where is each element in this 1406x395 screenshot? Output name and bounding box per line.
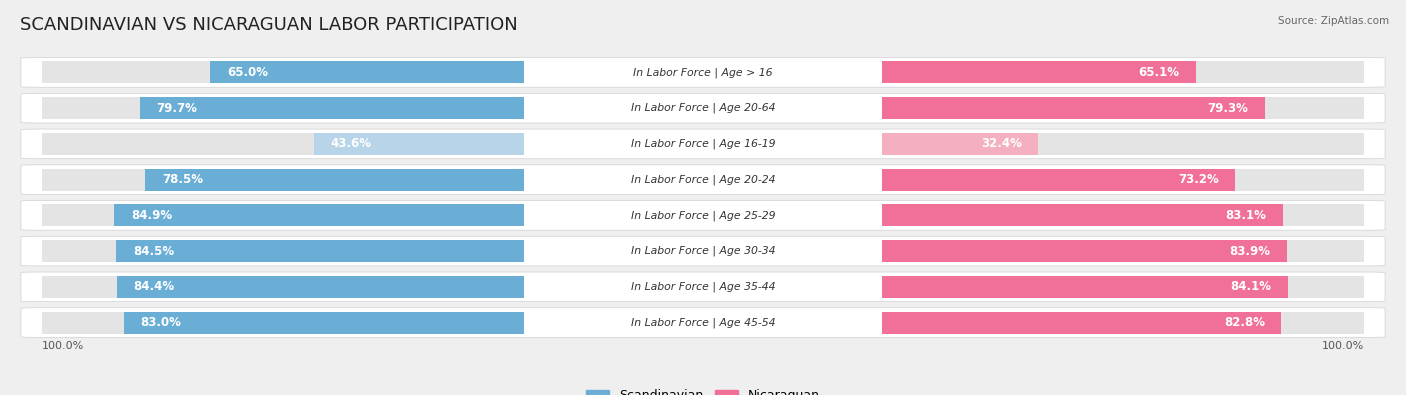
Bar	[882, 169, 1364, 191]
Text: 84.1%: 84.1%	[1230, 280, 1271, 293]
Bar	[882, 276, 1364, 298]
Text: In Labor Force | Age 20-64: In Labor Force | Age 20-64	[631, 103, 775, 113]
Bar	[117, 240, 524, 262]
Bar	[42, 61, 524, 83]
Text: SCANDINAVIAN VS NICARAGUAN LABOR PARTICIPATION: SCANDINAVIAN VS NICARAGUAN LABOR PARTICI…	[20, 16, 517, 34]
Text: 83.1%: 83.1%	[1226, 209, 1267, 222]
Text: 82.8%: 82.8%	[1223, 316, 1265, 329]
Bar	[114, 204, 524, 226]
Text: 65.1%: 65.1%	[1139, 66, 1180, 79]
Bar	[42, 133, 524, 155]
Bar	[42, 169, 524, 191]
FancyBboxPatch shape	[21, 201, 1385, 230]
Bar	[882, 276, 1288, 298]
Text: 84.4%: 84.4%	[134, 280, 174, 293]
Bar	[139, 97, 524, 119]
Text: 100.0%: 100.0%	[42, 341, 84, 351]
Text: 78.5%: 78.5%	[162, 173, 202, 186]
Bar	[42, 276, 524, 298]
Text: In Labor Force | Age 16-19: In Labor Force | Age 16-19	[631, 139, 775, 149]
Bar	[882, 97, 1264, 119]
Bar	[145, 169, 524, 191]
Text: 32.4%: 32.4%	[981, 137, 1022, 150]
Text: In Labor Force | Age 30-34: In Labor Force | Age 30-34	[631, 246, 775, 256]
FancyBboxPatch shape	[21, 236, 1385, 266]
Text: 79.3%: 79.3%	[1208, 102, 1249, 115]
Text: 84.5%: 84.5%	[134, 245, 174, 258]
Bar	[882, 133, 1364, 155]
FancyBboxPatch shape	[21, 58, 1385, 87]
Bar	[211, 61, 524, 83]
Text: 43.6%: 43.6%	[330, 137, 371, 150]
Bar	[882, 204, 1282, 226]
FancyBboxPatch shape	[21, 272, 1385, 302]
FancyBboxPatch shape	[21, 308, 1385, 337]
Text: 83.0%: 83.0%	[141, 316, 181, 329]
Bar	[117, 276, 524, 298]
Text: In Labor Force | Age 35-44: In Labor Force | Age 35-44	[631, 282, 775, 292]
Bar	[124, 312, 524, 334]
Legend: Scandinavian, Nicaraguan: Scandinavian, Nicaraguan	[581, 384, 825, 395]
FancyBboxPatch shape	[21, 129, 1385, 159]
Bar	[314, 133, 524, 155]
Bar	[42, 240, 524, 262]
Bar	[882, 61, 1197, 83]
Bar	[882, 312, 1364, 334]
Text: Source: ZipAtlas.com: Source: ZipAtlas.com	[1278, 16, 1389, 26]
Text: 100.0%: 100.0%	[1322, 341, 1364, 351]
Bar	[882, 204, 1364, 226]
FancyBboxPatch shape	[21, 165, 1385, 194]
Bar	[42, 312, 524, 334]
Text: 73.2%: 73.2%	[1178, 173, 1219, 186]
Text: 65.0%: 65.0%	[226, 66, 269, 79]
Bar	[882, 169, 1234, 191]
Bar	[882, 133, 1039, 155]
Bar	[882, 61, 1364, 83]
Text: In Labor Force | Age 45-54: In Labor Force | Age 45-54	[631, 317, 775, 328]
FancyBboxPatch shape	[21, 93, 1385, 123]
Text: 83.9%: 83.9%	[1229, 245, 1270, 258]
Bar	[42, 204, 524, 226]
Text: 79.7%: 79.7%	[156, 102, 197, 115]
Text: 84.9%: 84.9%	[131, 209, 172, 222]
Text: In Labor Force | Age > 16: In Labor Force | Age > 16	[633, 67, 773, 78]
Text: In Labor Force | Age 25-29: In Labor Force | Age 25-29	[631, 210, 775, 221]
Bar	[882, 240, 1364, 262]
Bar	[882, 312, 1281, 334]
Text: In Labor Force | Age 20-24: In Labor Force | Age 20-24	[631, 174, 775, 185]
Bar	[42, 97, 524, 119]
Bar	[882, 240, 1286, 262]
Bar	[882, 97, 1364, 119]
